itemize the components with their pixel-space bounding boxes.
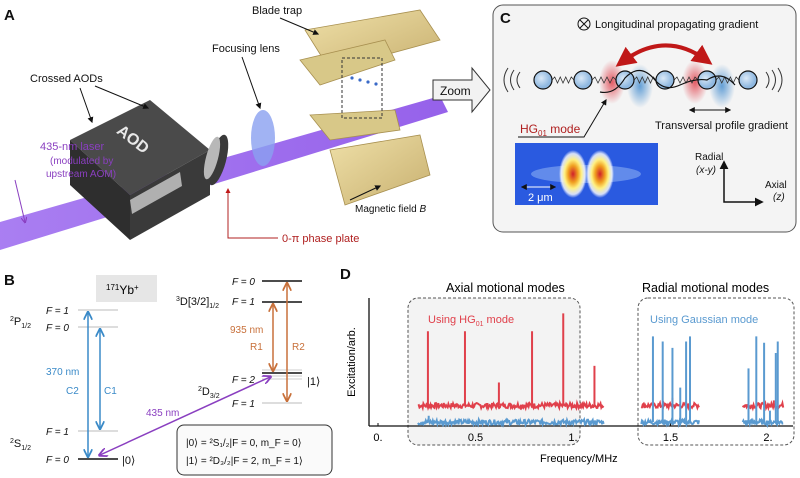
transversal-label: Transversal profile gradient: [655, 120, 788, 132]
phase-plate-face: [203, 136, 221, 180]
wavelength-935-label: 935 nm: [230, 325, 263, 336]
panel-b: B 171Yb+ 2P1/2 2S1/2 F = 1 F = 0 F = 1 F…: [4, 272, 333, 476]
axis-arrows: [719, 160, 764, 207]
y-axis-label: Excitation/arb.: [346, 327, 358, 397]
blade-trap-label: Blade trap: [252, 5, 302, 17]
panel-d: D Axial motional modes Radial motional m…: [340, 266, 795, 465]
spring: [633, 76, 657, 84]
s-level-label: 2S1/2: [10, 438, 31, 452]
panel-b-label: B: [4, 272, 15, 289]
p-f0-label: F = 0: [46, 323, 69, 334]
spring: [715, 76, 740, 84]
x-tick-label: 1.: [568, 432, 577, 444]
laser-label: 435-nm laser: [40, 141, 105, 153]
crossed-aods-label: Crossed AODs: [30, 73, 103, 85]
panel-a: A AOD Blade trap Focusing lens Crossed A…: [0, 5, 491, 250]
series-group: [417, 313, 785, 429]
panel-d-label: D: [340, 266, 351, 283]
spectrum-trace: [417, 416, 605, 428]
p-f1-label: F = 1: [46, 306, 69, 317]
d32-bracket-level-label: 3D[3/2]1/2: [176, 296, 219, 310]
d-f2-label: F = 2: [232, 375, 255, 386]
axial-sub-label: (z): [773, 192, 785, 203]
coupling-arrow: [615, 43, 713, 67]
x-tick-label: 0.: [373, 432, 382, 444]
magnetic-field-label: Magnetic field B: [355, 204, 426, 215]
blade-trap: [299, 9, 441, 206]
435-arrow: [100, 377, 270, 455]
hg01-beam-image: 2 μm: [515, 143, 658, 205]
wavelength-435-label: 435 nm: [146, 408, 179, 419]
ket1-label: |1⟩: [307, 376, 320, 388]
d3-f1-label: F = 1: [232, 297, 255, 308]
red-gradient-blob: [682, 60, 708, 104]
s-f1-label: F = 1: [46, 427, 69, 438]
state0-definition: |0⟩ = ²S₁/₂|F = 0, m_F = 0⟩: [186, 438, 302, 449]
state1-definition: |1⟩ = ²D₃/₂|F = 2, m_F = 1⟩: [186, 456, 303, 467]
spectrum-trace: [741, 417, 784, 429]
focusing-lens-label: Focusing lens: [212, 43, 280, 55]
ion: [573, 70, 593, 90]
panel-a-label: A: [4, 7, 15, 24]
blue-gradient-blob: [627, 64, 653, 108]
longitudinal-label: Longitudinal propagating gradient: [595, 19, 758, 31]
zoom-label: Zoom: [440, 84, 471, 98]
panel-c-label: C: [500, 10, 511, 27]
radial-region-box: [637, 297, 795, 446]
isotope-box: [96, 275, 157, 302]
x-tick-label: 2.: [763, 432, 772, 444]
ket0-label: |0⟩: [122, 455, 135, 467]
vibration-marks: [503, 67, 783, 93]
ion: [655, 70, 675, 90]
ion: [533, 70, 553, 90]
s-f0-label: F = 0: [46, 455, 69, 466]
axial-title: Axial motional modes: [446, 281, 565, 295]
d-level-label: 2D3/2: [198, 386, 220, 400]
blue-gradient-blob: [709, 64, 735, 108]
spring: [551, 76, 575, 84]
wavelength-370-label: 370 nm: [46, 367, 79, 378]
hg-mode-label: HG01 mode: [520, 122, 581, 138]
c1-label: C1: [104, 386, 117, 397]
aod-block: AOD: [70, 100, 210, 240]
isotope-label: 171Yb+: [106, 283, 139, 297]
state-definition-box: [176, 424, 333, 476]
p-level-label: 2P1/2: [10, 316, 31, 330]
laser-label-line2: (modulated by: [50, 156, 113, 167]
ion-region: [341, 57, 383, 119]
ion: [738, 70, 758, 90]
x-tick-label: 0.5: [468, 432, 483, 444]
d3-f0-label: F = 0: [232, 277, 255, 288]
d-f1-label: F = 1: [232, 399, 255, 410]
phase-plate-label: 0-π phase plate: [282, 233, 359, 245]
zoom-arrow: Zoom: [432, 66, 491, 114]
c2-label: C2: [66, 386, 79, 397]
focusing-lens: [251, 110, 275, 166]
panel-c: C Longitudinal propagating gradient Tran…: [492, 4, 797, 233]
legend-gaussian: Using Gaussian mode: [650, 314, 758, 326]
spring: [591, 76, 617, 84]
x-tick-label: 1.5: [663, 432, 678, 444]
into-page-icon: [577, 17, 591, 31]
radial-title: Radial motional modes: [642, 281, 769, 295]
r1-label: R1: [250, 342, 263, 353]
r2-label: R2: [292, 342, 305, 353]
mode-wave: [599, 69, 736, 94]
spectrum-trace: [417, 399, 605, 412]
axial-label: Axial: [765, 180, 787, 191]
legend-hg: Using HG01 mode: [428, 314, 514, 328]
radial-label: Radial: [695, 152, 723, 163]
laser-label-line3: upstream AOM): [46, 169, 116, 180]
x-axis-label: Frequency/MHz: [540, 453, 618, 465]
radial-sub-label: (x-y): [696, 165, 716, 176]
scale-bar-label: 2 μm: [528, 192, 553, 204]
